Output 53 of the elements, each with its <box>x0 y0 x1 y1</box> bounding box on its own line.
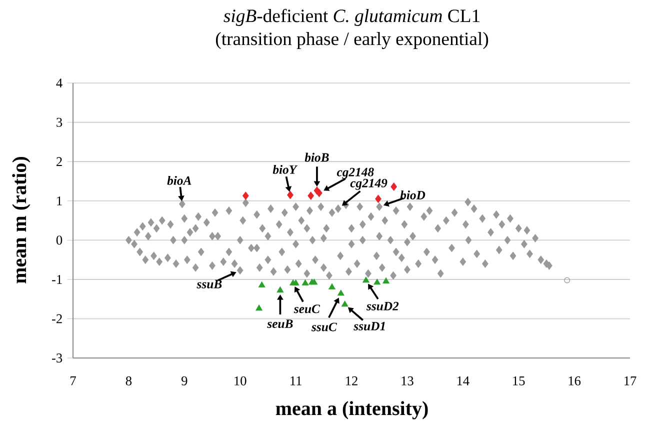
y-tick-label: 4 <box>56 78 62 88</box>
x-tick-label: 16 <box>568 376 581 386</box>
annotation: seuC <box>294 304 320 314</box>
y-tick-label: -3 <box>52 354 62 362</box>
annotation: ssuD2 <box>366 302 399 310</box>
x-tick-label: 17 <box>624 376 636 386</box>
y-tick-label: 1 <box>57 196 62 206</box>
point <box>256 304 262 311</box>
point <box>341 300 348 307</box>
annotation: seuB <box>267 320 293 328</box>
y-tick-label: 0 <box>56 236 62 245</box>
point <box>302 280 309 286</box>
point <box>564 277 570 284</box>
y-tick-label: -2 <box>52 314 62 324</box>
chart-title: sigB-deficient C. glutamicum CL1 <box>224 8 480 26</box>
y-tick-label: -1 <box>52 275 62 284</box>
y-tick-label: 3 <box>56 118 62 127</box>
annotation: bioB <box>304 152 329 162</box>
x-tick-label: 7 <box>70 376 76 386</box>
annotation: cg2148 <box>336 168 374 179</box>
x-tick-label: 11 <box>290 376 302 386</box>
annotation: ssuB <box>196 280 222 288</box>
chart-subtitle: (transition phase / early exponential) <box>216 32 488 50</box>
point <box>328 283 336 290</box>
annotation: ssuD1 <box>354 322 385 330</box>
point <box>258 282 266 288</box>
point <box>287 190 294 200</box>
x-tick-label: 13 <box>402 376 414 386</box>
annotation: cg2149 <box>350 178 388 190</box>
x-tick-label: 9 <box>182 376 188 386</box>
point <box>382 278 390 284</box>
x-axis-title: mean a (intensity) <box>276 401 428 420</box>
annotation: bioA <box>167 176 192 185</box>
point <box>362 276 370 283</box>
point <box>242 192 249 200</box>
point <box>292 280 300 286</box>
point <box>316 188 322 198</box>
point <box>276 286 284 292</box>
annotation: bioY <box>272 164 298 174</box>
x-tick-label: 10 <box>234 376 246 386</box>
x-tick-label: 15 <box>513 376 525 386</box>
point <box>308 192 314 200</box>
annotation: ssuC <box>311 322 338 332</box>
annotation: bioD <box>400 190 426 200</box>
x-tick-label: 8 <box>126 376 132 386</box>
y-axis-title: mean m (ratio) <box>12 157 30 284</box>
x-tick-label: 12 <box>346 376 358 386</box>
point <box>375 194 382 203</box>
x-tick-label: 14 <box>457 376 470 386</box>
y-tick-label: 2 <box>56 157 62 166</box>
point <box>374 278 380 285</box>
point <box>390 182 397 191</box>
point <box>338 290 344 296</box>
